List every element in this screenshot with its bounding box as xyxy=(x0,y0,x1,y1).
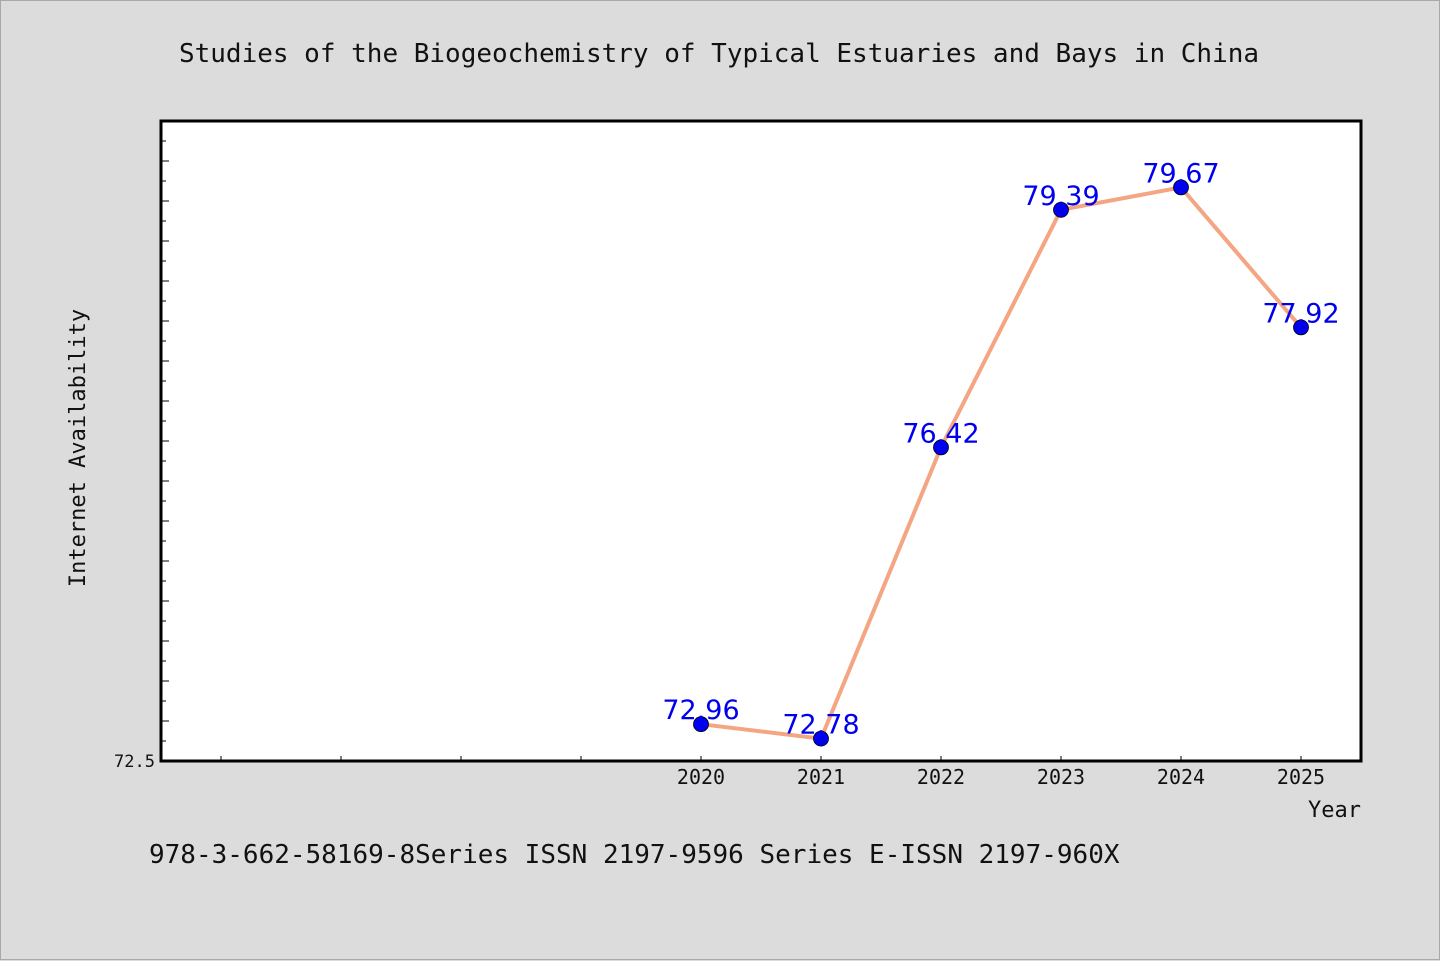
data-label: 76.42 xyxy=(902,418,979,449)
data-point xyxy=(1293,319,1309,336)
isbn-footer: 978-3-662-58169-8Series ISSN 2197-9596 S… xyxy=(149,840,1120,870)
y-tick-label: 72.5 xyxy=(114,752,155,772)
plot-area xyxy=(159,119,1363,763)
data-label: 72.96 xyxy=(662,695,739,726)
x-tick-label: 2023 xyxy=(1037,765,1085,789)
x-tick-label: 2020 xyxy=(677,765,725,789)
data-label: 79.67 xyxy=(1142,158,1219,189)
data-point xyxy=(813,730,829,747)
data-point xyxy=(1173,179,1189,196)
x-tick-label: 2022 xyxy=(917,765,965,789)
series-line-group xyxy=(699,185,1303,741)
x-axis-ticks: 2020 2021 2022 2023 2024 2025 xyxy=(220,756,1325,789)
y-axis-label: Internet Availability xyxy=(66,309,91,587)
series-markers xyxy=(693,179,1309,747)
data-point xyxy=(933,439,949,456)
data-label: 77.92 xyxy=(1262,298,1339,329)
x-tick-label: 2025 xyxy=(1277,765,1325,789)
data-label: 79.39 xyxy=(1022,181,1099,212)
x-tick-label: 2021 xyxy=(797,765,845,789)
x-axis-label: Year xyxy=(1308,798,1361,823)
x-tick-label: 2024 xyxy=(1157,765,1205,789)
y-axis-ticks: 72.5 xyxy=(114,120,169,772)
data-point xyxy=(693,716,709,733)
chart-title: Studies of the Biogeochemistry of Typica… xyxy=(179,39,1259,69)
data-label: 72.78 xyxy=(782,710,859,741)
series-line xyxy=(699,185,1303,741)
data-labels: 72.96 72.78 76.42 79.39 79.67 77.92 xyxy=(662,158,1339,740)
data-point xyxy=(1053,201,1069,218)
